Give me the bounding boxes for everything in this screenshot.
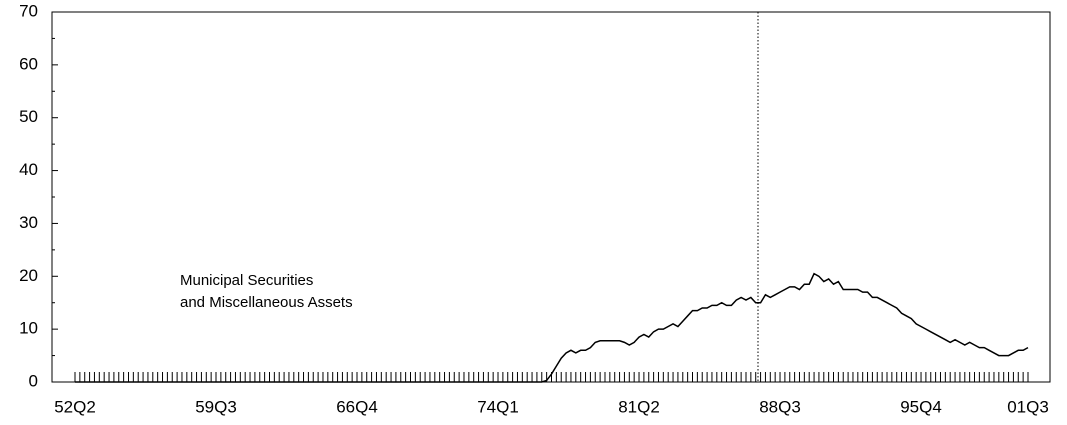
y-tick-label: 0 [29, 371, 38, 390]
y-tick-label: 10 [19, 319, 38, 338]
plot-frame [51, 11, 1051, 383]
x-tick-label: 88Q3 [759, 397, 801, 416]
y-tick-label: 40 [19, 160, 38, 179]
x-tick-label: 95Q4 [900, 397, 942, 416]
x-tick-label: 81Q2 [618, 397, 660, 416]
y-tick-label: 50 [19, 107, 38, 126]
x-tick-label: 01Q3 [1007, 397, 1049, 416]
annotation: Municipal Securities [180, 272, 313, 289]
x-tick-label: 66Q4 [336, 397, 378, 416]
y-tick-label: 30 [19, 213, 38, 232]
y-tick-label: 70 [19, 1, 38, 20]
x-tick-label: 59Q3 [195, 397, 237, 416]
annotation: and Miscellaneous Assets [180, 294, 353, 311]
x-tick-label: 52Q2 [54, 397, 96, 416]
data-line [75, 272, 1029, 383]
x-tick-label: 74Q1 [477, 397, 519, 416]
y-tick-label: 60 [19, 54, 38, 73]
y-tick-label: 20 [19, 266, 38, 285]
